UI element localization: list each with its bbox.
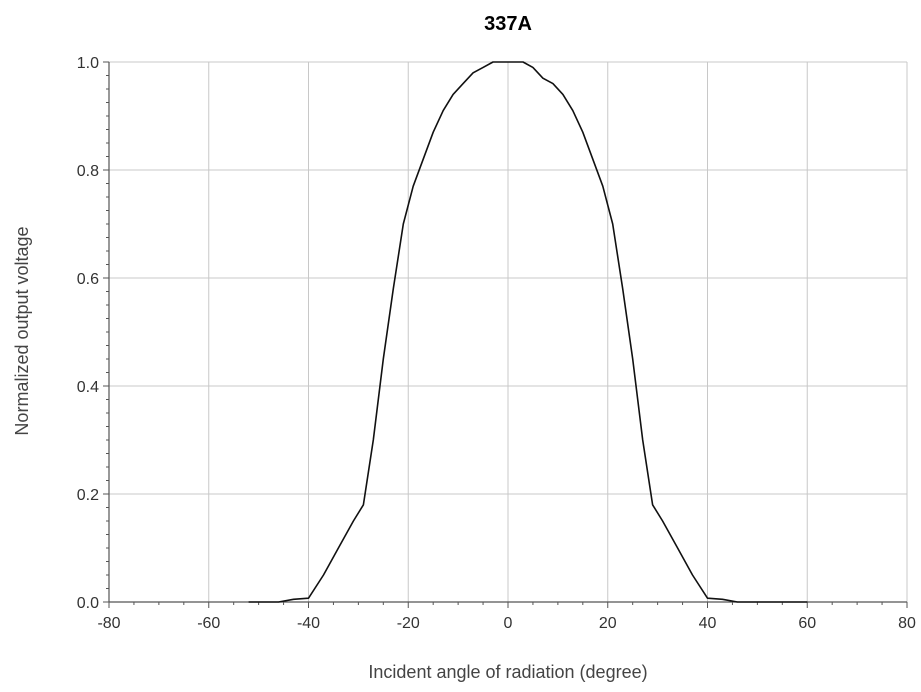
x-tick-label: 60 xyxy=(798,615,816,632)
y-axis-label: Normalized output voltage xyxy=(12,226,32,435)
x-tick-label: 80 xyxy=(898,615,916,632)
x-axis-label: Incident angle of radiation (degree) xyxy=(368,662,647,682)
series-line xyxy=(248,61,808,603)
x-tick-label: -80 xyxy=(97,615,120,632)
y-tick-label: 0.0 xyxy=(77,595,99,612)
grid xyxy=(109,61,908,602)
y-tick-label: 0.4 xyxy=(77,379,99,396)
x-tick-label: -20 xyxy=(397,615,420,632)
chart-title: 337A xyxy=(484,13,532,35)
y-tick-label: 0.6 xyxy=(77,271,99,288)
x-tick-label: -40 xyxy=(297,615,320,632)
x-tick-label: 40 xyxy=(699,615,717,632)
x-tick-labels: -80 -60 -40 -20 0 20 40 60 80 xyxy=(97,615,916,632)
y-tick-label: 0.2 xyxy=(77,487,99,504)
y-tick-label: 1.0 xyxy=(77,55,99,72)
series-group xyxy=(248,61,808,603)
x-tick-label: 20 xyxy=(599,615,617,632)
axes xyxy=(103,61,908,608)
x-tick-label: 0 xyxy=(504,615,513,632)
x-tick-label: -60 xyxy=(197,615,220,632)
y-tick-labels: 0.0 0.2 0.4 0.6 0.8 1.0 xyxy=(77,55,99,612)
y-tick-label: 0.8 xyxy=(77,163,99,180)
